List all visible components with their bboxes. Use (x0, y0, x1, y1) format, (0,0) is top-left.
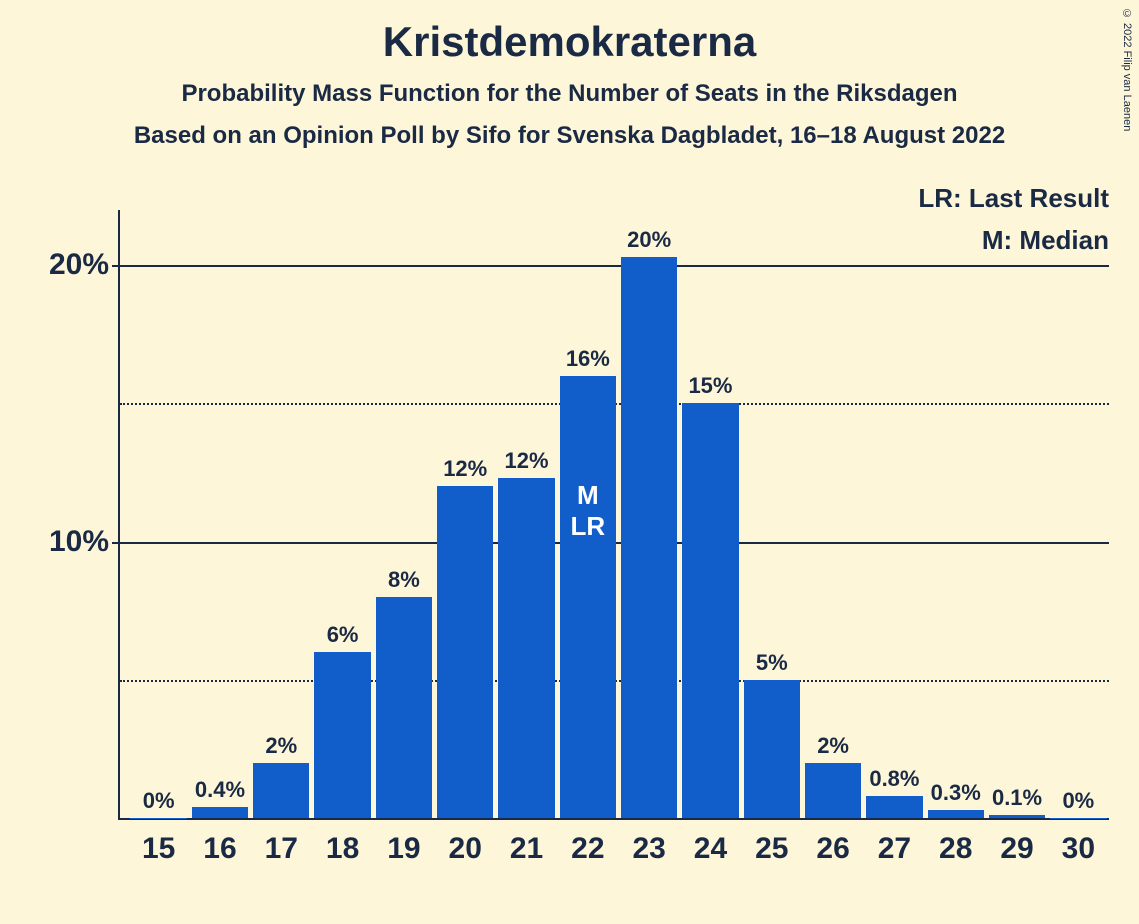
bar-slot: 0.3% (925, 210, 986, 818)
bar-slot: 0% (1048, 210, 1109, 818)
bar (621, 257, 677, 818)
x-tick-label: 17 (251, 832, 312, 866)
x-tick-label: 24 (680, 832, 741, 866)
bar-value-label: 8% (388, 567, 420, 593)
bar-slot: 2% (802, 210, 863, 818)
bar (376, 597, 432, 818)
x-tick-label: 19 (373, 832, 434, 866)
bar-slot: 15% (680, 210, 741, 818)
x-tick-label: 21 (496, 832, 557, 866)
bar-slot: 20% (619, 210, 680, 818)
bar-value-label: 0.8% (869, 766, 919, 792)
x-tick-label: 26 (802, 832, 863, 866)
bar-value-label: 15% (688, 373, 732, 399)
x-tick-label: 23 (619, 832, 680, 866)
bar (437, 486, 493, 818)
bar-slot: 2% (251, 210, 312, 818)
bar-value-label: 0.1% (992, 785, 1042, 811)
y-axis (118, 210, 120, 820)
bar-value-label: 20% (627, 227, 671, 253)
bar-value-label: 0.4% (195, 777, 245, 803)
bar (253, 763, 309, 818)
bar-value-label: 0% (143, 788, 175, 814)
bar-slot: 12% (435, 210, 496, 818)
bar: MLR (560, 376, 616, 818)
bar-slot: 0.8% (864, 210, 925, 818)
bar (130, 818, 186, 819)
x-tick-label: 25 (741, 832, 802, 866)
bar-slot: 0.1% (986, 210, 1047, 818)
bars-container: 0% 0.4% 2% 6% 8% 12% 12% 16% MLR 20% 15% 5% 2% 0.8% 0.… (128, 210, 1109, 818)
x-axis (118, 818, 1109, 820)
x-tick-label: 27 (864, 832, 925, 866)
bar (989, 815, 1045, 818)
main-title: Kristdemokraterna (0, 18, 1139, 66)
bar-slot: 8% (373, 210, 434, 818)
bar-slot: 12% (496, 210, 557, 818)
bar (805, 763, 861, 818)
bar (682, 403, 738, 818)
bar-value-label: 16% (566, 346, 610, 372)
bar-value-label: 6% (327, 622, 359, 648)
bar-slot: 16% MLR (557, 210, 618, 818)
bar (192, 807, 248, 818)
subtitle-2: Based on an Opinion Poll by Sifo for Sve… (0, 122, 1139, 150)
x-tick-label: 16 (189, 832, 250, 866)
bar-slot: 0% (128, 210, 189, 818)
bar-slot: 0.4% (189, 210, 250, 818)
x-tick-label: 28 (925, 832, 986, 866)
title-block: Kristdemokraterna Probability Mass Funct… (0, 0, 1139, 150)
bar-value-label: 5% (756, 650, 788, 676)
y-tick-label: 10% (49, 525, 109, 559)
bar-slot: 6% (312, 210, 373, 818)
bar-value-label: 12% (505, 448, 549, 474)
copyright-text: © 2022 Filip van Laenen (1121, 8, 1133, 131)
y-tick-mark (112, 265, 118, 267)
x-tick-label: 18 (312, 832, 373, 866)
x-tick-label: 20 (435, 832, 496, 866)
x-tick-label: 22 (557, 832, 618, 866)
x-tick-label: 29 (986, 832, 1047, 866)
bar (928, 810, 984, 818)
bar (498, 478, 554, 818)
bar-value-label: 2% (817, 733, 849, 759)
bar-value-label: 2% (265, 733, 297, 759)
bar-slot: 5% (741, 210, 802, 818)
bar (744, 680, 800, 818)
y-tick-label: 20% (49, 248, 109, 282)
bar-value-label: 0% (1062, 788, 1094, 814)
bar (314, 652, 370, 818)
bar-value-label: 12% (443, 456, 487, 482)
x-tick-label: 30 (1048, 832, 1109, 866)
bar (866, 796, 922, 818)
subtitle-1: Probability Mass Function for the Number… (0, 80, 1139, 108)
bar-value-label: 0.3% (931, 780, 981, 806)
bar-annotation: MLR (571, 480, 606, 542)
x-tick-label: 15 (128, 832, 189, 866)
bar (1050, 818, 1106, 819)
y-tick-mark (112, 542, 118, 544)
x-axis-labels: 15161718192021222324252627282930 (128, 832, 1109, 866)
chart-area: 20%10% 0%0.4%2%6%8%12%12%16%MLR20%15%5%2… (118, 210, 1109, 820)
